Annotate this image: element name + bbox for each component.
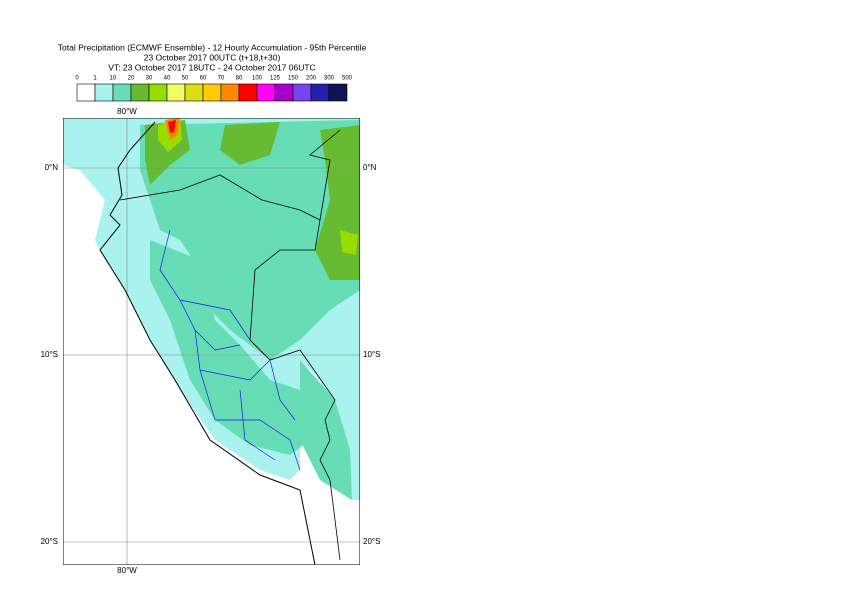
legend-label: 30 xyxy=(146,76,153,82)
legend-label: 80 xyxy=(236,76,243,82)
legend-swatch xyxy=(256,83,276,102)
legend: 0 1 10 20 30 40 50 60 70 80 100 125 150 200 300 500 xyxy=(75,76,353,102)
lat-label: 0°N xyxy=(45,163,59,172)
lat-label: 20°S xyxy=(41,537,58,546)
legend-label: 1 xyxy=(93,76,97,82)
legend-label: 10 xyxy=(110,76,117,82)
legend-swatch xyxy=(184,83,204,102)
valid-time: VT: 23 October 2017 18UTC - 24 October 2… xyxy=(108,62,315,72)
legend-swatch xyxy=(220,83,240,102)
base-time: 23 October 2017 00UTC (t+18,t+30) xyxy=(144,52,281,62)
legend-swatch xyxy=(292,83,312,102)
lat-label: 10°S xyxy=(363,350,380,359)
legend-label: 40 xyxy=(164,76,171,82)
legend-swatch xyxy=(76,83,96,102)
legend-swatch xyxy=(148,83,168,102)
legend-swatch xyxy=(94,83,114,102)
legend-label: 20 xyxy=(128,76,135,82)
legend-swatch xyxy=(166,83,186,102)
legend-swatch xyxy=(202,83,222,102)
legend-swatch xyxy=(238,83,258,102)
legend-label: 200 xyxy=(306,76,317,82)
legend-swatch xyxy=(130,83,150,102)
map xyxy=(63,118,360,565)
legend-swatch xyxy=(112,83,132,102)
legend-label: 70 xyxy=(218,76,225,82)
legend-label: 150 xyxy=(288,76,299,82)
lat-label: 0°N xyxy=(363,163,377,172)
legend-swatch xyxy=(328,83,348,102)
legend-label: 125 xyxy=(270,76,281,82)
legend-label: 60 xyxy=(200,76,207,82)
legend-label: 100 xyxy=(252,76,263,82)
title: Total Precipitation (ECMWF Ensemble) - 1… xyxy=(58,42,367,52)
legend-label: 300 xyxy=(324,76,335,82)
lat-label: 20°S xyxy=(363,537,380,546)
legend-label: 50 xyxy=(182,76,189,82)
lon-label: 80°W xyxy=(117,107,137,116)
lon-label: 80°W xyxy=(117,566,137,575)
legend-swatch xyxy=(274,83,294,102)
lat-label: 10°S xyxy=(41,350,58,359)
legend-label: 500 xyxy=(342,76,353,82)
legend-label: 0 xyxy=(75,76,79,82)
legend-swatch xyxy=(310,83,330,102)
